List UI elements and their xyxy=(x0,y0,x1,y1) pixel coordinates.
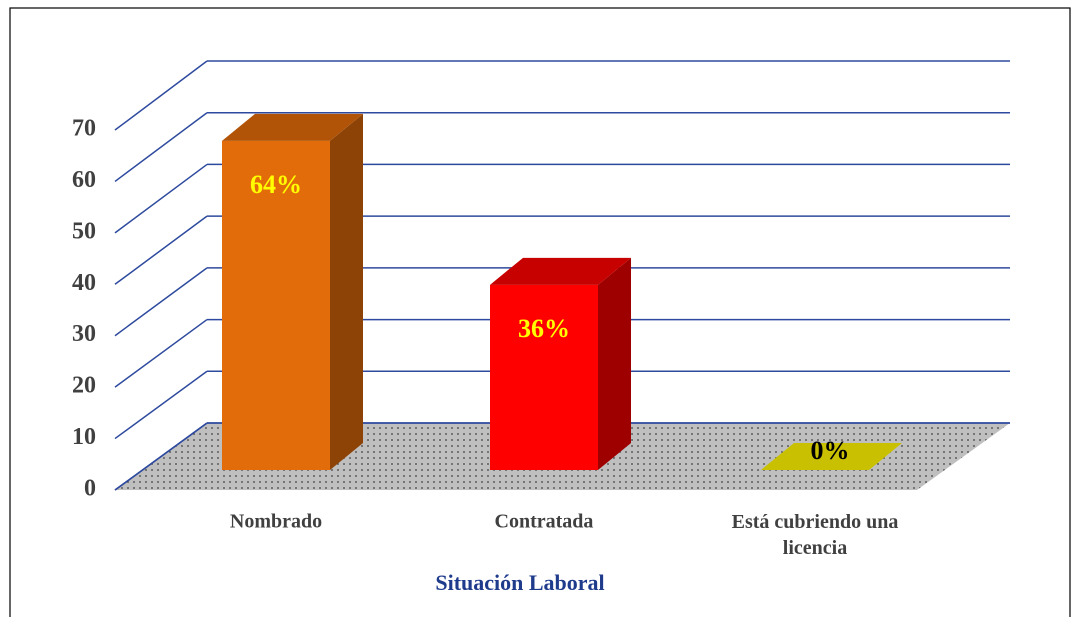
grid-line xyxy=(114,163,208,234)
y-tick-label: 40 xyxy=(72,270,96,296)
bar-top xyxy=(222,113,363,141)
x-tick-label: Nombrado xyxy=(230,511,322,533)
y-tick-label: 70 xyxy=(72,116,96,142)
bar-top xyxy=(490,257,631,285)
y-tick-label: 60 xyxy=(72,167,96,193)
grid-line xyxy=(114,112,208,183)
bar-side xyxy=(598,257,631,470)
x-tick-label-line: licencia xyxy=(783,537,847,559)
y-tick-label: 50 xyxy=(72,218,96,244)
y-tick-label: 10 xyxy=(72,424,96,450)
data-label: 64% xyxy=(250,170,302,199)
grid-line xyxy=(114,370,208,440)
data-label: 0% xyxy=(811,436,850,465)
x-tick-label-line: Está cubriendo una xyxy=(732,511,899,533)
bar-side xyxy=(330,113,363,470)
bar xyxy=(761,443,902,470)
grid-line xyxy=(114,422,208,491)
grid-line xyxy=(114,215,208,285)
bar xyxy=(222,140,330,470)
y-tick-label: 20 xyxy=(72,373,96,399)
x-tick-label: Contratada xyxy=(495,511,594,533)
data-label: 36% xyxy=(518,314,570,343)
y-tick-label: 0 xyxy=(84,476,96,502)
grid-line xyxy=(114,60,208,131)
grid-line xyxy=(114,318,208,388)
bar xyxy=(490,284,598,470)
grid-line xyxy=(114,267,208,337)
x-axis-title: Situación Laboral xyxy=(435,570,604,595)
y-tick-label: 30 xyxy=(72,321,96,347)
x-tick-label: Está cubriendo una licencia xyxy=(732,511,899,559)
